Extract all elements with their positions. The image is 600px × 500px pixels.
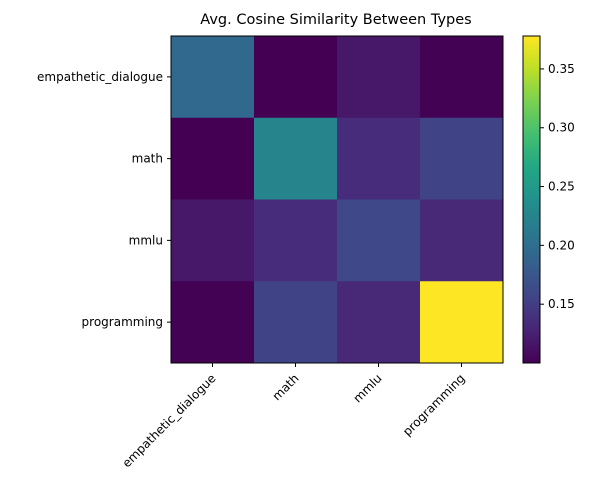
colorbar-tick-label: 0.35 [548,62,575,76]
y-tick-label: programming [82,315,163,329]
heatmap-cell-programming-empathetic_dialogue [171,281,255,364]
x-tick-label: math [270,371,302,403]
heatmap-cell-programming-mmlu [337,281,421,364]
colorbar [522,35,541,364]
colorbar-tick-label: 0.30 [548,121,575,135]
colorbar-tick-label: 0.15 [548,297,575,311]
y-tick-label: empathetic_dialogue [37,70,163,84]
x-tick-label: mmlu [350,371,384,405]
colorbar-ticks: 0.15 0.20 0.25 0.30 0.35 [540,62,575,311]
heatmap-cell-mmlu-mmlu [337,199,421,282]
heatmap-cell-empathetic_dialogue-programming [420,36,504,119]
heatmap-cells [171,36,504,364]
heatmap-cell-empathetic_dialogue-empathetic_dialogue [171,36,255,119]
x-axis-ticks: empathetic_dialogue math mmlu programming [120,363,468,470]
heatmap-cell-empathetic_dialogue-mmlu [337,36,421,119]
colorbar-tick-label: 0.25 [548,180,575,194]
x-tick-label: programming [400,371,468,439]
heatmap-cell-programming-programming [420,281,504,364]
plot-frame [170,35,504,364]
heatmap-cell-mmlu-empathetic_dialogue [171,199,255,282]
heatmap-cell-math-empathetic_dialogue [171,117,255,200]
heatmap-cell-mmlu-programming [420,199,504,282]
heatmap-cell-programming-math [254,281,338,364]
y-tick-label: math [132,152,163,166]
x-tick-label: empathetic_dialogue [120,371,219,470]
heatmap-cell-math-programming [420,117,504,200]
heatmap-cell-mmlu-math [254,199,338,282]
y-tick-label: mmlu [129,233,163,247]
heatmap-cell-math-math [254,117,338,200]
colorbar-tick-label: 0.20 [548,238,575,252]
heatmap-cell-empathetic_dialogue-math [254,36,338,119]
heatmap-cell-math-mmlu [337,117,421,200]
chart-title: Avg. Cosine Similarity Between Types [200,12,471,28]
